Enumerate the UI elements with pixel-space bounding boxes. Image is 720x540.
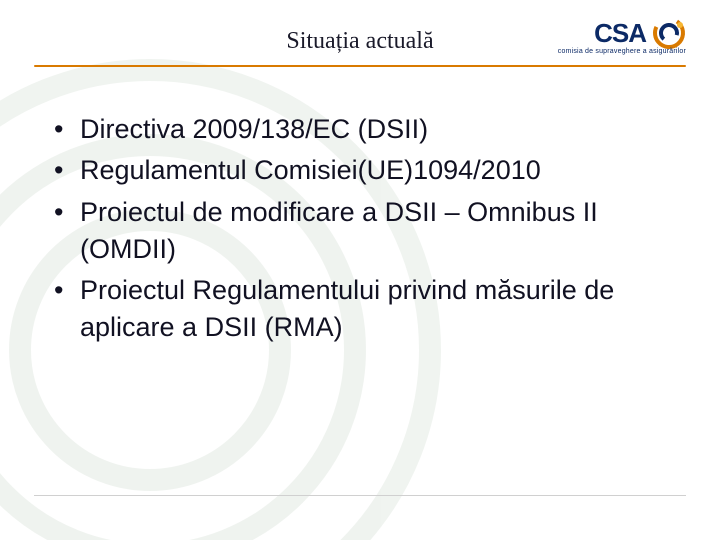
content-area: Directiva 2009/138/EC (DSII) Regulamentu… bbox=[0, 67, 720, 347]
logo-subtitle: comisia de supraveghere a asigurărilor bbox=[558, 48, 686, 55]
slide-title: Situația actuală bbox=[286, 28, 433, 55]
logo-mark-icon bbox=[652, 16, 686, 50]
logo-text: CSA bbox=[594, 18, 646, 49]
csa-logo: CSA bbox=[594, 16, 686, 50]
list-item: Proiectul de modificare a DSII – Omnibus… bbox=[54, 194, 666, 269]
slide: Situația actuală CSA comisia de supraveg… bbox=[0, 0, 720, 540]
header: Situația actuală CSA comisia de supraveg… bbox=[0, 0, 720, 65]
list-item: Regulamentul Comisiei(UE)1094/2010 bbox=[54, 152, 666, 189]
list-item: Directiva 2009/138/EC (DSII) bbox=[54, 111, 666, 148]
footer-divider bbox=[34, 495, 686, 496]
list-item: Proiectul Regulamentului privind măsuril… bbox=[54, 272, 666, 347]
bullet-list: Directiva 2009/138/EC (DSII) Regulamentu… bbox=[54, 111, 666, 347]
